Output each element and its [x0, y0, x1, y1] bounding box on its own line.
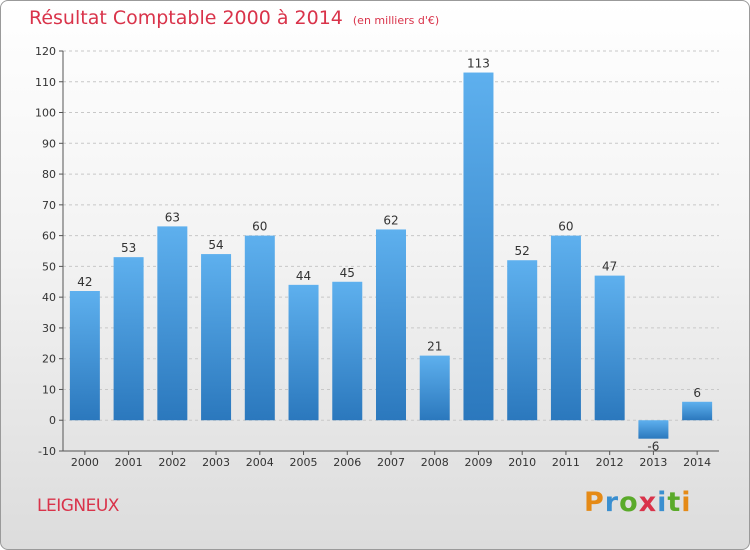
bar-value-label: 47 [602, 260, 617, 274]
x-tick-label: 2000 [71, 456, 99, 469]
bar [113, 257, 144, 421]
x-tick-label: 2004 [246, 456, 274, 469]
bar [682, 401, 713, 421]
y-tick-label: 30 [42, 322, 56, 335]
bar [376, 229, 406, 421]
bar [507, 260, 538, 421]
y-tick-label: -10 [38, 445, 56, 458]
bar-value-label: -6 [647, 440, 659, 454]
logo-letter: r [604, 487, 620, 518]
bar-value-label: 63 [165, 210, 180, 224]
bar [69, 291, 100, 421]
chart-title: Résultat Comptable 2000 à 2014 (en millie… [29, 7, 439, 29]
bar-value-label: 113 [467, 57, 490, 71]
proxiti-logo: Proxiti [584, 487, 692, 518]
bar-value-label: 52 [515, 244, 530, 258]
bar-value-label: 54 [208, 238, 223, 252]
bar [463, 72, 494, 421]
bar-value-label: 45 [340, 266, 355, 280]
bar [638, 420, 669, 439]
logo-letter: i [681, 487, 692, 518]
x-tick-label: 2010 [508, 456, 536, 469]
y-tick-label: 20 [42, 353, 56, 366]
title-unit: (en milliers d'€) [352, 14, 440, 27]
x-tick-label: 2009 [464, 456, 492, 469]
bar [332, 281, 363, 421]
bar-value-label: 44 [296, 269, 311, 283]
y-tick-label: 10 [42, 383, 56, 396]
bar-value-label: 21 [427, 340, 442, 354]
y-tick-label: 100 [35, 107, 56, 120]
bar [550, 235, 581, 421]
y-tick-label: 80 [42, 168, 56, 181]
y-tick-label: 70 [42, 199, 56, 212]
bar-value-label: 62 [383, 213, 398, 227]
y-tick-label: 40 [42, 291, 56, 304]
x-tick-label: 2012 [596, 456, 624, 469]
logo-letter: t [667, 487, 682, 518]
bar-value-label: 42 [77, 275, 92, 289]
x-tick-label: 2005 [290, 456, 318, 469]
title-text: Résultat Comptable 2000 à 2014 [29, 7, 343, 29]
bar-value-label: 60 [558, 220, 573, 234]
bar [244, 235, 275, 421]
y-tick-label: 0 [49, 414, 56, 427]
x-tick-label: 2007 [377, 456, 405, 469]
x-tick-label: 2013 [639, 456, 667, 469]
commune-name: LEIGNEUX [37, 496, 119, 516]
y-tick-label: 110 [35, 76, 56, 89]
logo-letter: x [638, 487, 658, 518]
y-tick-label: 60 [42, 230, 56, 243]
x-tick-label: 2008 [421, 456, 449, 469]
x-tick-label: 2006 [333, 456, 361, 469]
y-tick-label: 120 [35, 45, 56, 58]
bar-value-label: 53 [121, 241, 136, 255]
bar [157, 226, 188, 421]
y-tick-label: 50 [42, 260, 56, 273]
x-tick-label: 2003 [202, 456, 230, 469]
bar [594, 275, 625, 421]
bar-value-label: 6 [693, 386, 701, 400]
x-tick-label: 2002 [158, 456, 186, 469]
logo-letter: o [619, 487, 639, 518]
bar-value-label: 60 [252, 220, 267, 234]
logo-letter: P [584, 487, 605, 518]
x-tick-label: 2011 [552, 456, 580, 469]
logo-letter: i [657, 487, 668, 518]
bar [201, 254, 232, 421]
bar [288, 284, 319, 421]
y-tick-label: 90 [42, 137, 56, 150]
x-tick-label: 2001 [115, 456, 143, 469]
x-tick-label: 2014 [683, 456, 711, 469]
bar [419, 355, 450, 421]
